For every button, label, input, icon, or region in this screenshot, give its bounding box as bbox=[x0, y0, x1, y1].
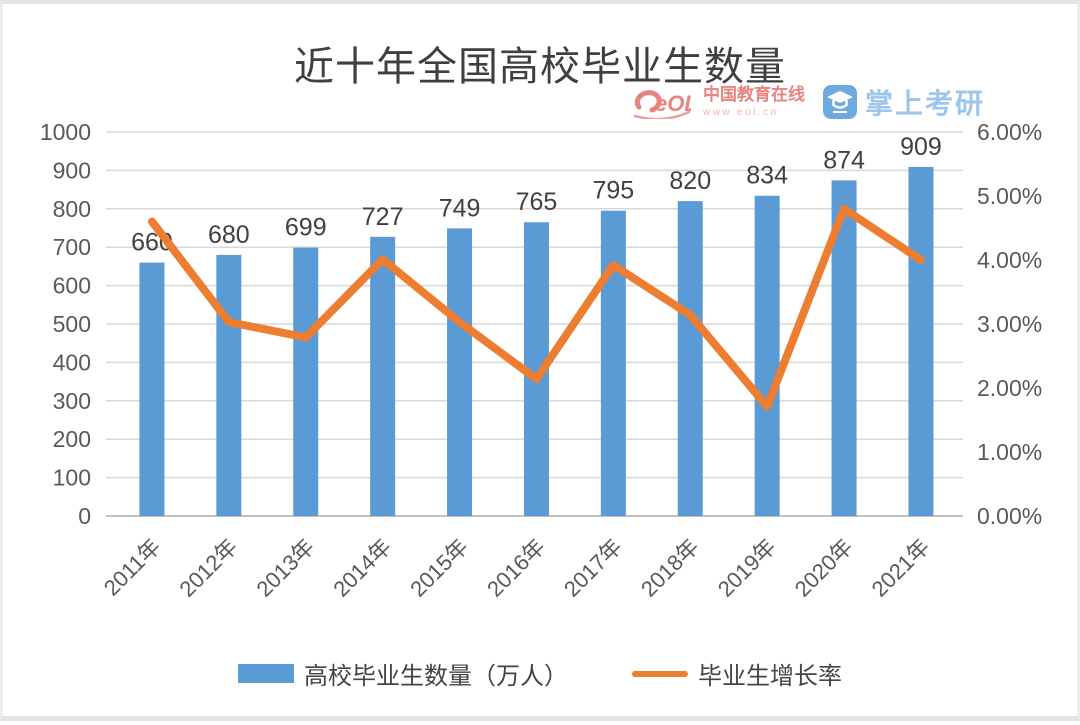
eol-logo-text: eOL bbox=[655, 91, 691, 116]
bar-2019年 bbox=[754, 195, 780, 516]
watermark-logos: eOL 中国教育在线 www.eol.cn 掌上考研 bbox=[633, 82, 985, 122]
growth-rate-line bbox=[147, 204, 925, 411]
right-axis-tick-label: 6.00% bbox=[977, 119, 1042, 145]
right-axis-tick-label: 2.00% bbox=[977, 375, 1042, 401]
brand-name-text: 中国教育在线 bbox=[702, 85, 805, 105]
bar-2011年 bbox=[139, 262, 165, 516]
bar-2013年 bbox=[293, 247, 319, 517]
bar-2014年 bbox=[370, 236, 396, 516]
bar-value-label: 834 bbox=[746, 162, 788, 190]
bar-value-label: 699 bbox=[285, 214, 327, 242]
graduation-cap-icon bbox=[822, 85, 857, 119]
bar-value-label: 727 bbox=[362, 203, 404, 231]
x-axis-label-2021年: 2021年 bbox=[867, 534, 935, 602]
right-axis-tick-label: 0.00% bbox=[977, 503, 1042, 529]
line-series-label: 毕业生增长率 bbox=[698, 663, 842, 690]
eol-logo-icon: eOL bbox=[633, 90, 691, 119]
left-axis-tick-label: 400 bbox=[53, 349, 91, 375]
left-axis-tick-label: 1000 bbox=[40, 119, 91, 145]
right-axis-tick-label: 4.00% bbox=[977, 247, 1042, 273]
bar-value-label: 749 bbox=[439, 194, 481, 222]
legend-item-bar: 高校毕业生数量（万人） bbox=[238, 656, 568, 691]
left-axis-tick-label: 500 bbox=[53, 311, 91, 337]
bar-2015年 bbox=[447, 228, 473, 516]
bar-2021年 bbox=[908, 166, 934, 516]
x-axis-label-2016年: 2016年 bbox=[482, 534, 550, 602]
right-axis-tick-label: 5.00% bbox=[977, 183, 1042, 209]
x-axis-label-2011年: 2011年 bbox=[99, 534, 166, 601]
left-axis-tick-label: 600 bbox=[53, 273, 91, 299]
bar-series-swatch bbox=[238, 664, 294, 683]
bar-2012年 bbox=[216, 254, 242, 516]
bar-series-label: 高校毕业生数量（万人） bbox=[304, 663, 568, 690]
bar-value-label: 874 bbox=[823, 146, 865, 174]
app-name-text: 掌上考研 bbox=[864, 88, 985, 119]
bar-value-label: 680 bbox=[208, 221, 250, 249]
line-series-swatch bbox=[632, 670, 688, 677]
right-axis-tick-label: 3.00% bbox=[977, 311, 1042, 337]
legend-item-line: 毕业生增长率 bbox=[632, 656, 842, 691]
left-axis-tick-label: 800 bbox=[53, 196, 91, 222]
bar-2018年 bbox=[677, 201, 703, 516]
bar-value-label: 765 bbox=[516, 188, 558, 216]
x-axis-label-2017年: 2017年 bbox=[559, 534, 627, 602]
x-axis-label-2018年: 2018年 bbox=[636, 534, 704, 602]
x-axis-label-2013年: 2013年 bbox=[251, 534, 319, 602]
right-axis-tick-label: 1.00% bbox=[977, 439, 1042, 465]
bar-2017年 bbox=[600, 210, 626, 516]
left-axis-tick-label: 0 bbox=[78, 503, 91, 529]
x-axis-label-2019年: 2019年 bbox=[713, 534, 781, 602]
x-axis-label-2014年: 2014年 bbox=[328, 534, 396, 602]
left-axis-tick-label: 100 bbox=[53, 465, 91, 491]
chart-title: 近十年全国高校毕业生数量 bbox=[294, 45, 786, 89]
left-axis-tick-label: 900 bbox=[53, 157, 91, 183]
bar-value-label: 820 bbox=[669, 167, 711, 195]
legend: 高校毕业生数量（万人） 毕业生增长率 bbox=[3, 656, 1077, 691]
left-axis-tick-label: 700 bbox=[53, 234, 91, 260]
x-axis-label-2020年: 2020年 bbox=[790, 534, 858, 602]
bar-value-label: 795 bbox=[592, 177, 634, 205]
left-axis-tick-label: 300 bbox=[53, 388, 91, 414]
x-axis-label-2015年: 2015年 bbox=[405, 534, 473, 602]
bar-value-label: 909 bbox=[900, 133, 942, 161]
brand-url-text: www.eol.cn bbox=[702, 106, 779, 118]
left-axis-tick-label: 200 bbox=[53, 426, 91, 452]
x-axis-label-2012年: 2012年 bbox=[175, 534, 243, 602]
combo-chart: 0 100 200 300 400 500 600 700 800 900 1000 0.00% 1.0… bbox=[40, 119, 1042, 602]
